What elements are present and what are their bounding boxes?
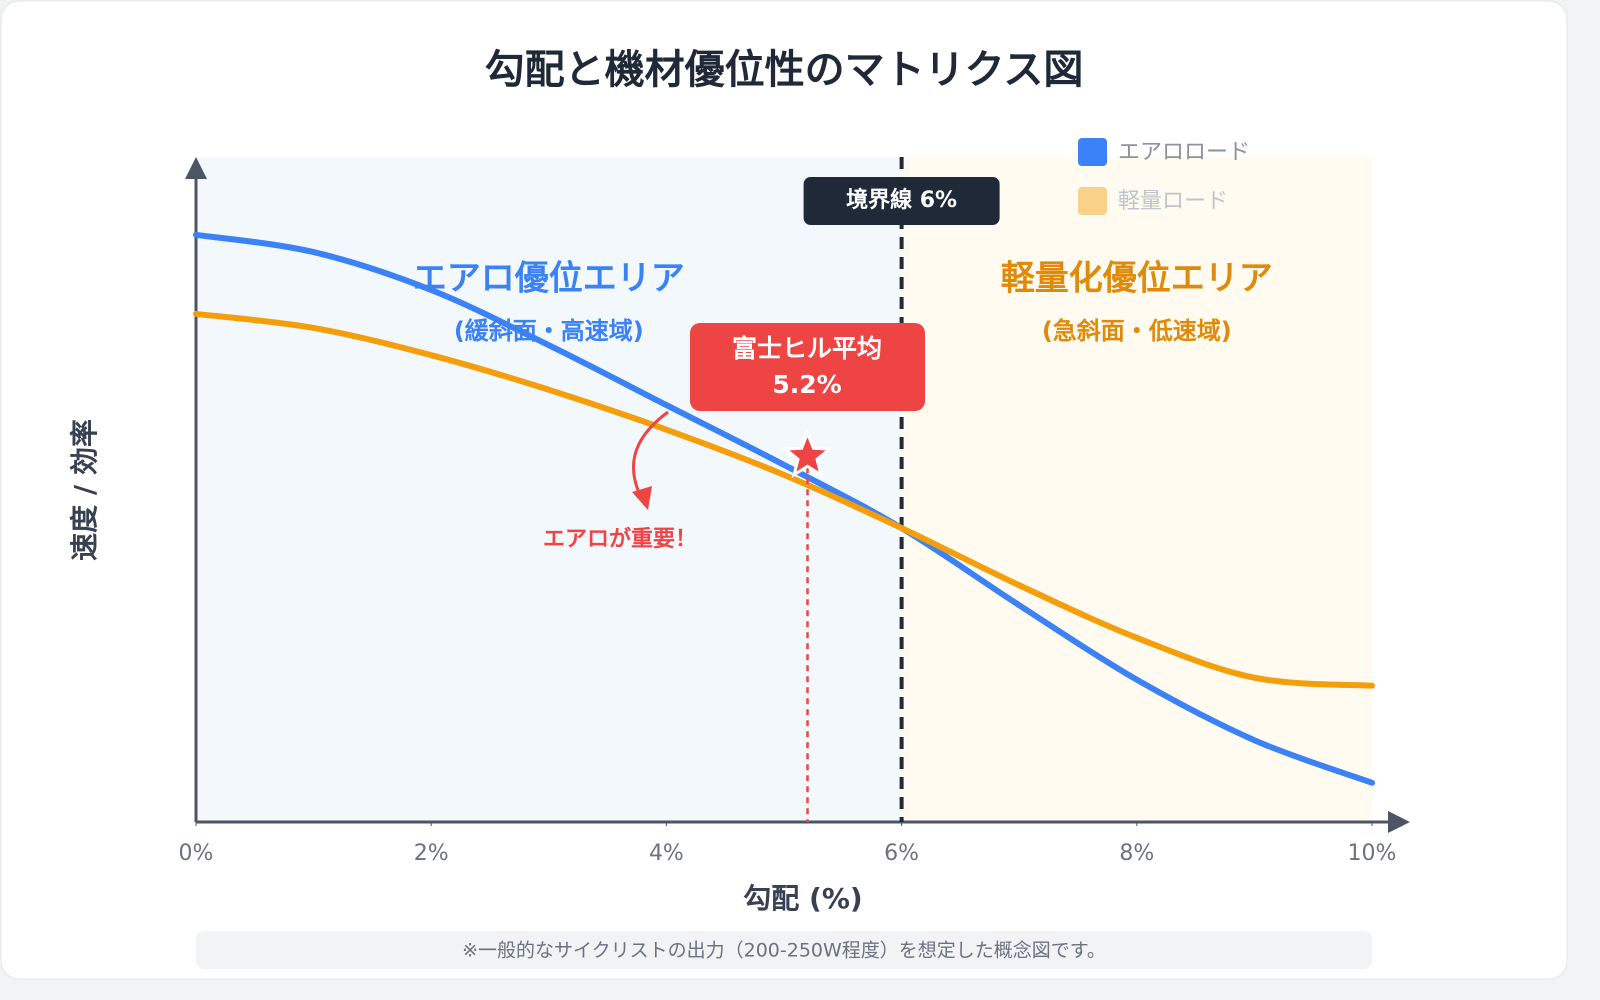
marker-label-box	[690, 323, 925, 411]
chart-title: 勾配と機材優位性のマトリクス図	[485, 47, 1084, 93]
x-axis-arrow	[1388, 811, 1410, 833]
region-title: 軽量化優位エリア	[1001, 259, 1273, 299]
marker-label: 富士ヒル平均	[732, 334, 882, 363]
footnote-box	[196, 931, 1372, 969]
legend-swatch	[1078, 187, 1107, 215]
callout-arrowhead	[632, 486, 652, 510]
region-bg	[196, 157, 902, 822]
marker-value-label: 5.2%	[772, 370, 841, 399]
x-tick-label: 4%	[649, 841, 684, 866]
boundary-label: 境界線 6%	[846, 187, 957, 213]
x-axis-label: 勾配 (%)	[743, 882, 862, 915]
legend-label: 軽量ロード	[1118, 189, 1228, 214]
region-subtitle: (緩斜面・高速域)	[454, 317, 644, 345]
y-axis-label: 速度 / 効率	[68, 419, 101, 561]
x-tick-label: 0%	[179, 841, 214, 866]
marker-star	[781, 429, 834, 479]
region-title: エアロ優位エリア	[413, 259, 685, 299]
region-subtitle: (急斜面・低速域)	[1042, 317, 1232, 345]
x-tick-label: 2%	[414, 841, 449, 866]
x-tick-label: 8%	[1119, 841, 1154, 866]
x-tick-label: 6%	[884, 841, 919, 866]
region-bg	[901, 157, 1372, 822]
y-axis-arrow	[185, 157, 207, 179]
x-tick-label: 10%	[1348, 841, 1397, 866]
legend-swatch	[1078, 138, 1107, 166]
series-line	[193, 231, 1375, 786]
legend-label: エアロロード	[1118, 140, 1250, 165]
series-line	[193, 310, 1375, 689]
callout: エアロが重要！	[543, 526, 697, 552]
boundary-label-box	[803, 177, 1000, 225]
footnote: ※一般的なサイクリストの出力（200-250W程度）を想定した概念図です。	[462, 939, 1106, 962]
